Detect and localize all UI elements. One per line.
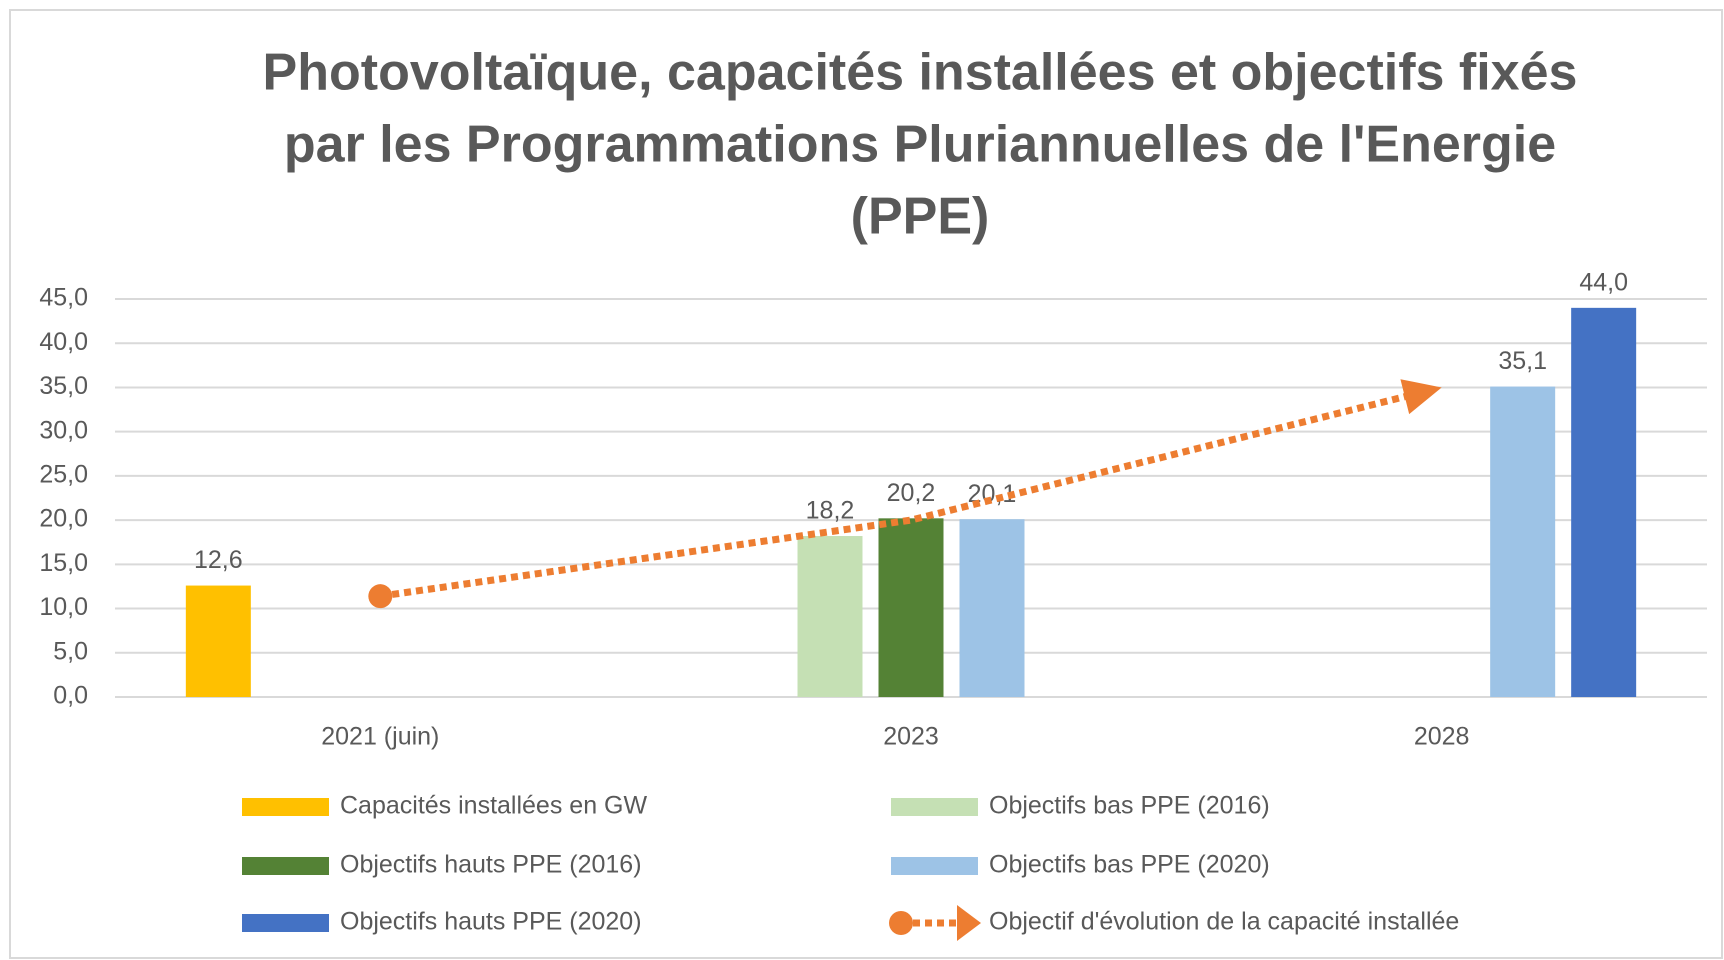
bar bbox=[1490, 386, 1556, 697]
legend-label: Objectifs hauts PPE (2020) bbox=[340, 908, 642, 936]
legend-label: Objectif d'évolution de la capacité inst… bbox=[989, 908, 1459, 936]
legend-label: Objectifs hauts PPE (2016) bbox=[340, 851, 642, 879]
bar bbox=[959, 519, 1025, 697]
data-label: 44,0 bbox=[1579, 268, 1628, 296]
x-tick-label: 2021 (juin) bbox=[321, 723, 439, 751]
trend-start-marker bbox=[368, 584, 393, 609]
y-tick-label: 5,0 bbox=[53, 637, 88, 665]
data-label: 20,2 bbox=[887, 479, 936, 507]
legend-label: Objectifs bas PPE (2016) bbox=[989, 792, 1270, 820]
x-tick-label: 2028 bbox=[1414, 723, 1470, 751]
legend-label: Capacités installées en GW bbox=[340, 792, 647, 820]
legend-label: Objectifs bas PPE (2020) bbox=[989, 851, 1270, 879]
data-label: 35,1 bbox=[1498, 347, 1547, 375]
bar bbox=[797, 536, 863, 697]
data-label: 18,2 bbox=[806, 497, 855, 525]
bar bbox=[878, 518, 944, 697]
chart-title: (PPE) bbox=[851, 188, 990, 246]
bar bbox=[185, 585, 251, 697]
y-tick-label: 25,0 bbox=[39, 460, 88, 488]
legend-swatch bbox=[891, 798, 978, 816]
trend-arrow bbox=[1400, 379, 1442, 415]
y-tick-label: 40,0 bbox=[39, 328, 88, 356]
legend-swatch bbox=[242, 798, 329, 816]
y-tick-label: 45,0 bbox=[39, 284, 88, 312]
y-tick-label: 20,0 bbox=[39, 505, 88, 533]
data-label: 12,6 bbox=[194, 546, 243, 574]
legend-marker bbox=[889, 911, 913, 935]
y-tick-label: 10,0 bbox=[39, 593, 88, 621]
bar bbox=[1571, 307, 1637, 697]
y-tick-label: 30,0 bbox=[39, 416, 88, 444]
legend-swatch bbox=[242, 857, 329, 875]
legend-arrow bbox=[957, 905, 981, 941]
y-tick-label: 15,0 bbox=[39, 549, 88, 577]
legend-swatch bbox=[242, 914, 329, 932]
chart-title: Photovoltaïque, capacités installées et … bbox=[263, 44, 1578, 102]
legend-swatch bbox=[891, 857, 978, 875]
y-tick-label: 35,0 bbox=[39, 372, 88, 400]
y-tick-label: 0,0 bbox=[53, 682, 88, 710]
chart-title: par les Programmations Pluriannuelles de… bbox=[284, 116, 1556, 174]
x-tick-label: 2023 bbox=[883, 723, 939, 751]
